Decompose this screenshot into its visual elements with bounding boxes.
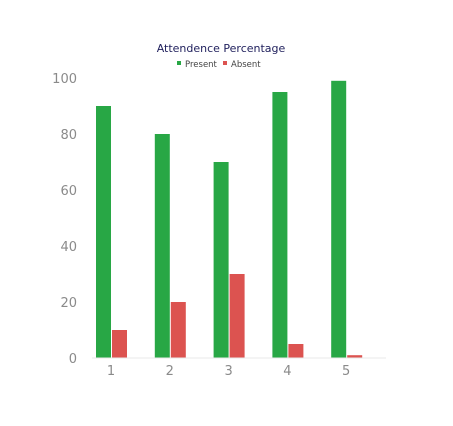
x-tick-label: 4 — [283, 364, 291, 379]
legend-swatch-absent — [223, 61, 227, 65]
chart-title: Attendence Percentage — [157, 42, 286, 55]
bar-present-4[interactable] — [272, 92, 288, 358]
x-tick-label: 3 — [224, 364, 232, 379]
y-tick-label: 100 — [52, 72, 77, 87]
bar-present-3[interactable] — [213, 162, 229, 358]
x-axis-ticks: 1 2 3 4 5 — [107, 364, 350, 379]
y-tick-label: 60 — [60, 184, 77, 199]
legend-label-present[interactable]: Present — [185, 60, 218, 70]
bar-present-5[interactable] — [331, 80, 347, 359]
x-tick-label: 5 — [342, 364, 350, 379]
bar-absent-5[interactable] — [347, 355, 363, 358]
bars — [96, 80, 363, 359]
y-axis-ticks: 0 20 40 60 80 100 — [52, 72, 77, 367]
x-tick-label: 1 — [107, 364, 115, 379]
bar-present-2[interactable] — [154, 134, 170, 358]
bar-absent-4[interactable] — [288, 344, 304, 358]
y-tick-label: 80 — [60, 128, 77, 143]
y-tick-label: 40 — [60, 240, 77, 255]
legend-label-absent[interactable]: Absent — [231, 60, 261, 70]
bar-present-1[interactable] — [96, 106, 111, 358]
legend: Present Absent — [177, 60, 261, 70]
bar-absent-1[interactable] — [112, 330, 127, 358]
y-tick-label: 20 — [60, 296, 77, 311]
bar-absent-2[interactable] — [170, 302, 186, 358]
legend-swatch-present — [177, 61, 181, 65]
bar-absent-3[interactable] — [229, 274, 245, 358]
y-tick-label: 0 — [69, 352, 77, 367]
x-tick-label: 2 — [166, 364, 174, 379]
